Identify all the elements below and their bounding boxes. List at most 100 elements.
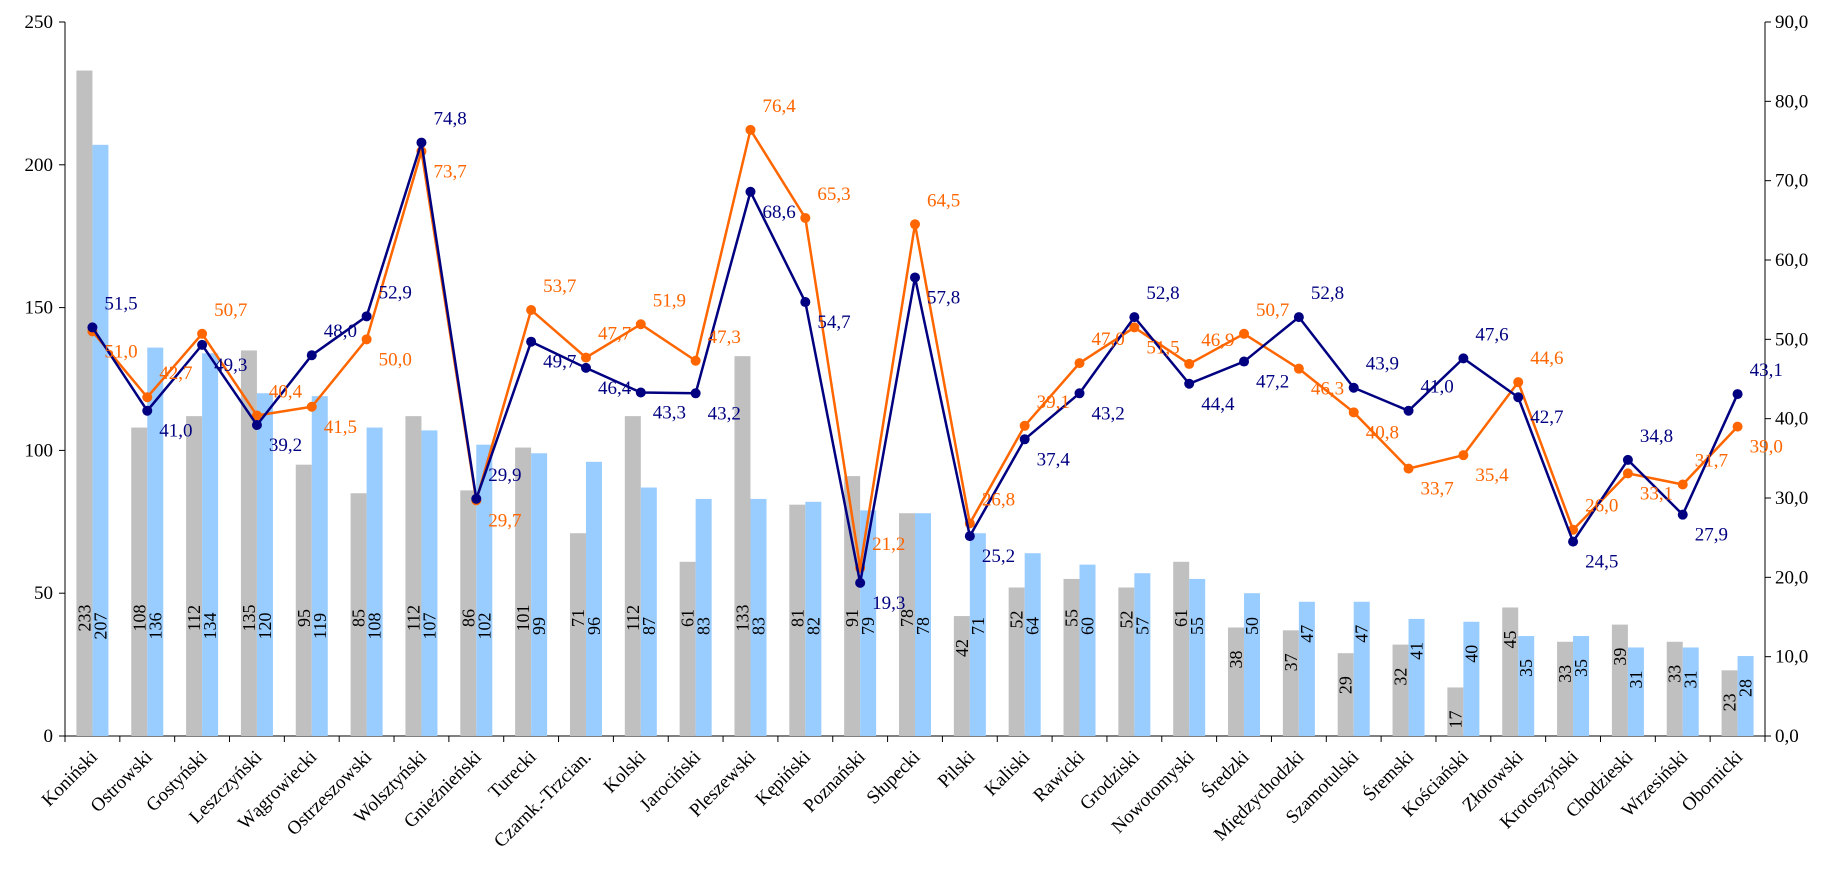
bar-value-label: 71	[968, 617, 988, 635]
bar-value-label: 28	[1736, 679, 1756, 697]
bar	[1079, 564, 1096, 736]
series-point	[1403, 463, 1414, 474]
bar	[969, 533, 986, 736]
category-label: Kaliski	[981, 747, 1035, 801]
bar	[515, 447, 532, 736]
bar-value-label: 55	[1187, 617, 1207, 635]
bar-value-label: 112	[184, 605, 204, 631]
bar	[1337, 653, 1354, 736]
bar	[953, 616, 970, 736]
bar-value-label: 112	[403, 605, 423, 631]
right-tick-label: 80,0	[1775, 91, 1808, 112]
bar-value-label: 107	[419, 613, 439, 640]
line-value-label: 50,7	[214, 300, 247, 321]
bar	[147, 347, 164, 736]
series-point	[1348, 382, 1359, 393]
bar-value-label: 23	[1720, 693, 1740, 711]
series-point	[1293, 312, 1304, 323]
bar-value-label: 95	[294, 609, 314, 627]
line-value-label: 41,0	[1421, 377, 1454, 398]
bar-value-label: 47	[1352, 625, 1372, 643]
bar-value-label: 31	[1681, 670, 1701, 688]
bar	[366, 427, 383, 736]
series-point	[1513, 392, 1524, 403]
bar	[1518, 636, 1535, 736]
line-value-label: 46,4	[598, 378, 632, 399]
bar-value-label: 60	[1078, 617, 1098, 635]
bar-value-label: 31	[1626, 670, 1646, 688]
left-tick-label: 100	[25, 440, 54, 461]
bar	[131, 427, 148, 736]
bar	[76, 70, 93, 736]
bar	[585, 461, 602, 736]
bar-value-label: 96	[584, 617, 604, 635]
bar	[1173, 561, 1190, 736]
bar	[1008, 587, 1025, 736]
series-point	[142, 392, 153, 403]
line-value-label: 25,2	[982, 546, 1015, 567]
bar-value-label: 135	[239, 605, 259, 632]
bar-value-label: 64	[1023, 617, 1043, 635]
line-value-label: 76,4	[762, 96, 796, 117]
bar	[240, 350, 257, 736]
line-value-label: 47,7	[598, 324, 631, 345]
bar-value-label: 82	[803, 617, 823, 635]
line-value-label: 49,7	[543, 352, 576, 373]
bar-value-label: 33	[1555, 665, 1575, 683]
bar-value-label: 50	[1242, 617, 1262, 635]
line-value-label: 57,8	[927, 287, 960, 308]
right-tick-label: 60,0	[1775, 250, 1808, 271]
line-value-label: 40,8	[1366, 422, 1399, 443]
bar	[750, 498, 767, 736]
line-value-label: 47,6	[1475, 324, 1508, 345]
category-label: Pilski	[934, 747, 979, 792]
line-value-label: 48,0	[324, 321, 357, 342]
series-point	[635, 319, 646, 330]
series-point	[910, 272, 920, 283]
series-line	[91, 126, 1739, 569]
left-tick-label: 50	[34, 583, 53, 604]
series-point	[745, 124, 756, 135]
bar-value-label: 52	[1116, 610, 1136, 628]
line-value-label: 42,7	[1530, 407, 1563, 428]
right-tick-label: 90,0	[1775, 12, 1808, 33]
bar-value-label: 91	[842, 609, 862, 627]
series-point	[1677, 509, 1688, 520]
line-value-label: 41,0	[159, 421, 192, 442]
line-value-label: 29,7	[488, 510, 521, 531]
bar	[1666, 641, 1683, 736]
bar	[1573, 636, 1590, 736]
bar	[1134, 573, 1151, 736]
bar	[295, 464, 312, 736]
series-point	[580, 352, 591, 363]
bar-value-label: 101	[513, 605, 533, 632]
line-value-label: 64,5	[927, 190, 960, 211]
series-point	[1019, 420, 1030, 431]
line-value-label: 27,9	[1695, 525, 1728, 546]
bar-value-label: 102	[474, 613, 494, 640]
series-point	[800, 297, 811, 308]
series-point	[1074, 358, 1085, 369]
line-value-label: 46,9	[1201, 330, 1234, 351]
bar	[311, 396, 328, 736]
category-label: Czarnk.-Trzcian.	[490, 747, 595, 852]
series-point	[1184, 378, 1195, 389]
line-value-label: 44,4	[1201, 394, 1235, 415]
line-value-label: 51,5	[104, 293, 137, 314]
bar	[1408, 618, 1425, 736]
bar	[1557, 641, 1574, 736]
bar-value-label: 112	[623, 605, 643, 631]
bar	[899, 513, 915, 736]
line-value-label: 47,3	[708, 327, 741, 348]
line-value-label: 43,1	[1750, 360, 1783, 381]
category-label: Kolski	[600, 747, 651, 798]
line-value-label: 47,0	[1092, 329, 1125, 350]
lines	[87, 124, 1743, 588]
line-value-label: 37,4	[1037, 449, 1071, 470]
bar-value-label: 133	[732, 605, 752, 632]
line-value-label: 40,4	[269, 381, 303, 402]
bar-value-label: 108	[365, 613, 385, 640]
bar	[1392, 644, 1409, 736]
series-point	[526, 336, 537, 347]
bar-value-label: 108	[129, 605, 149, 632]
